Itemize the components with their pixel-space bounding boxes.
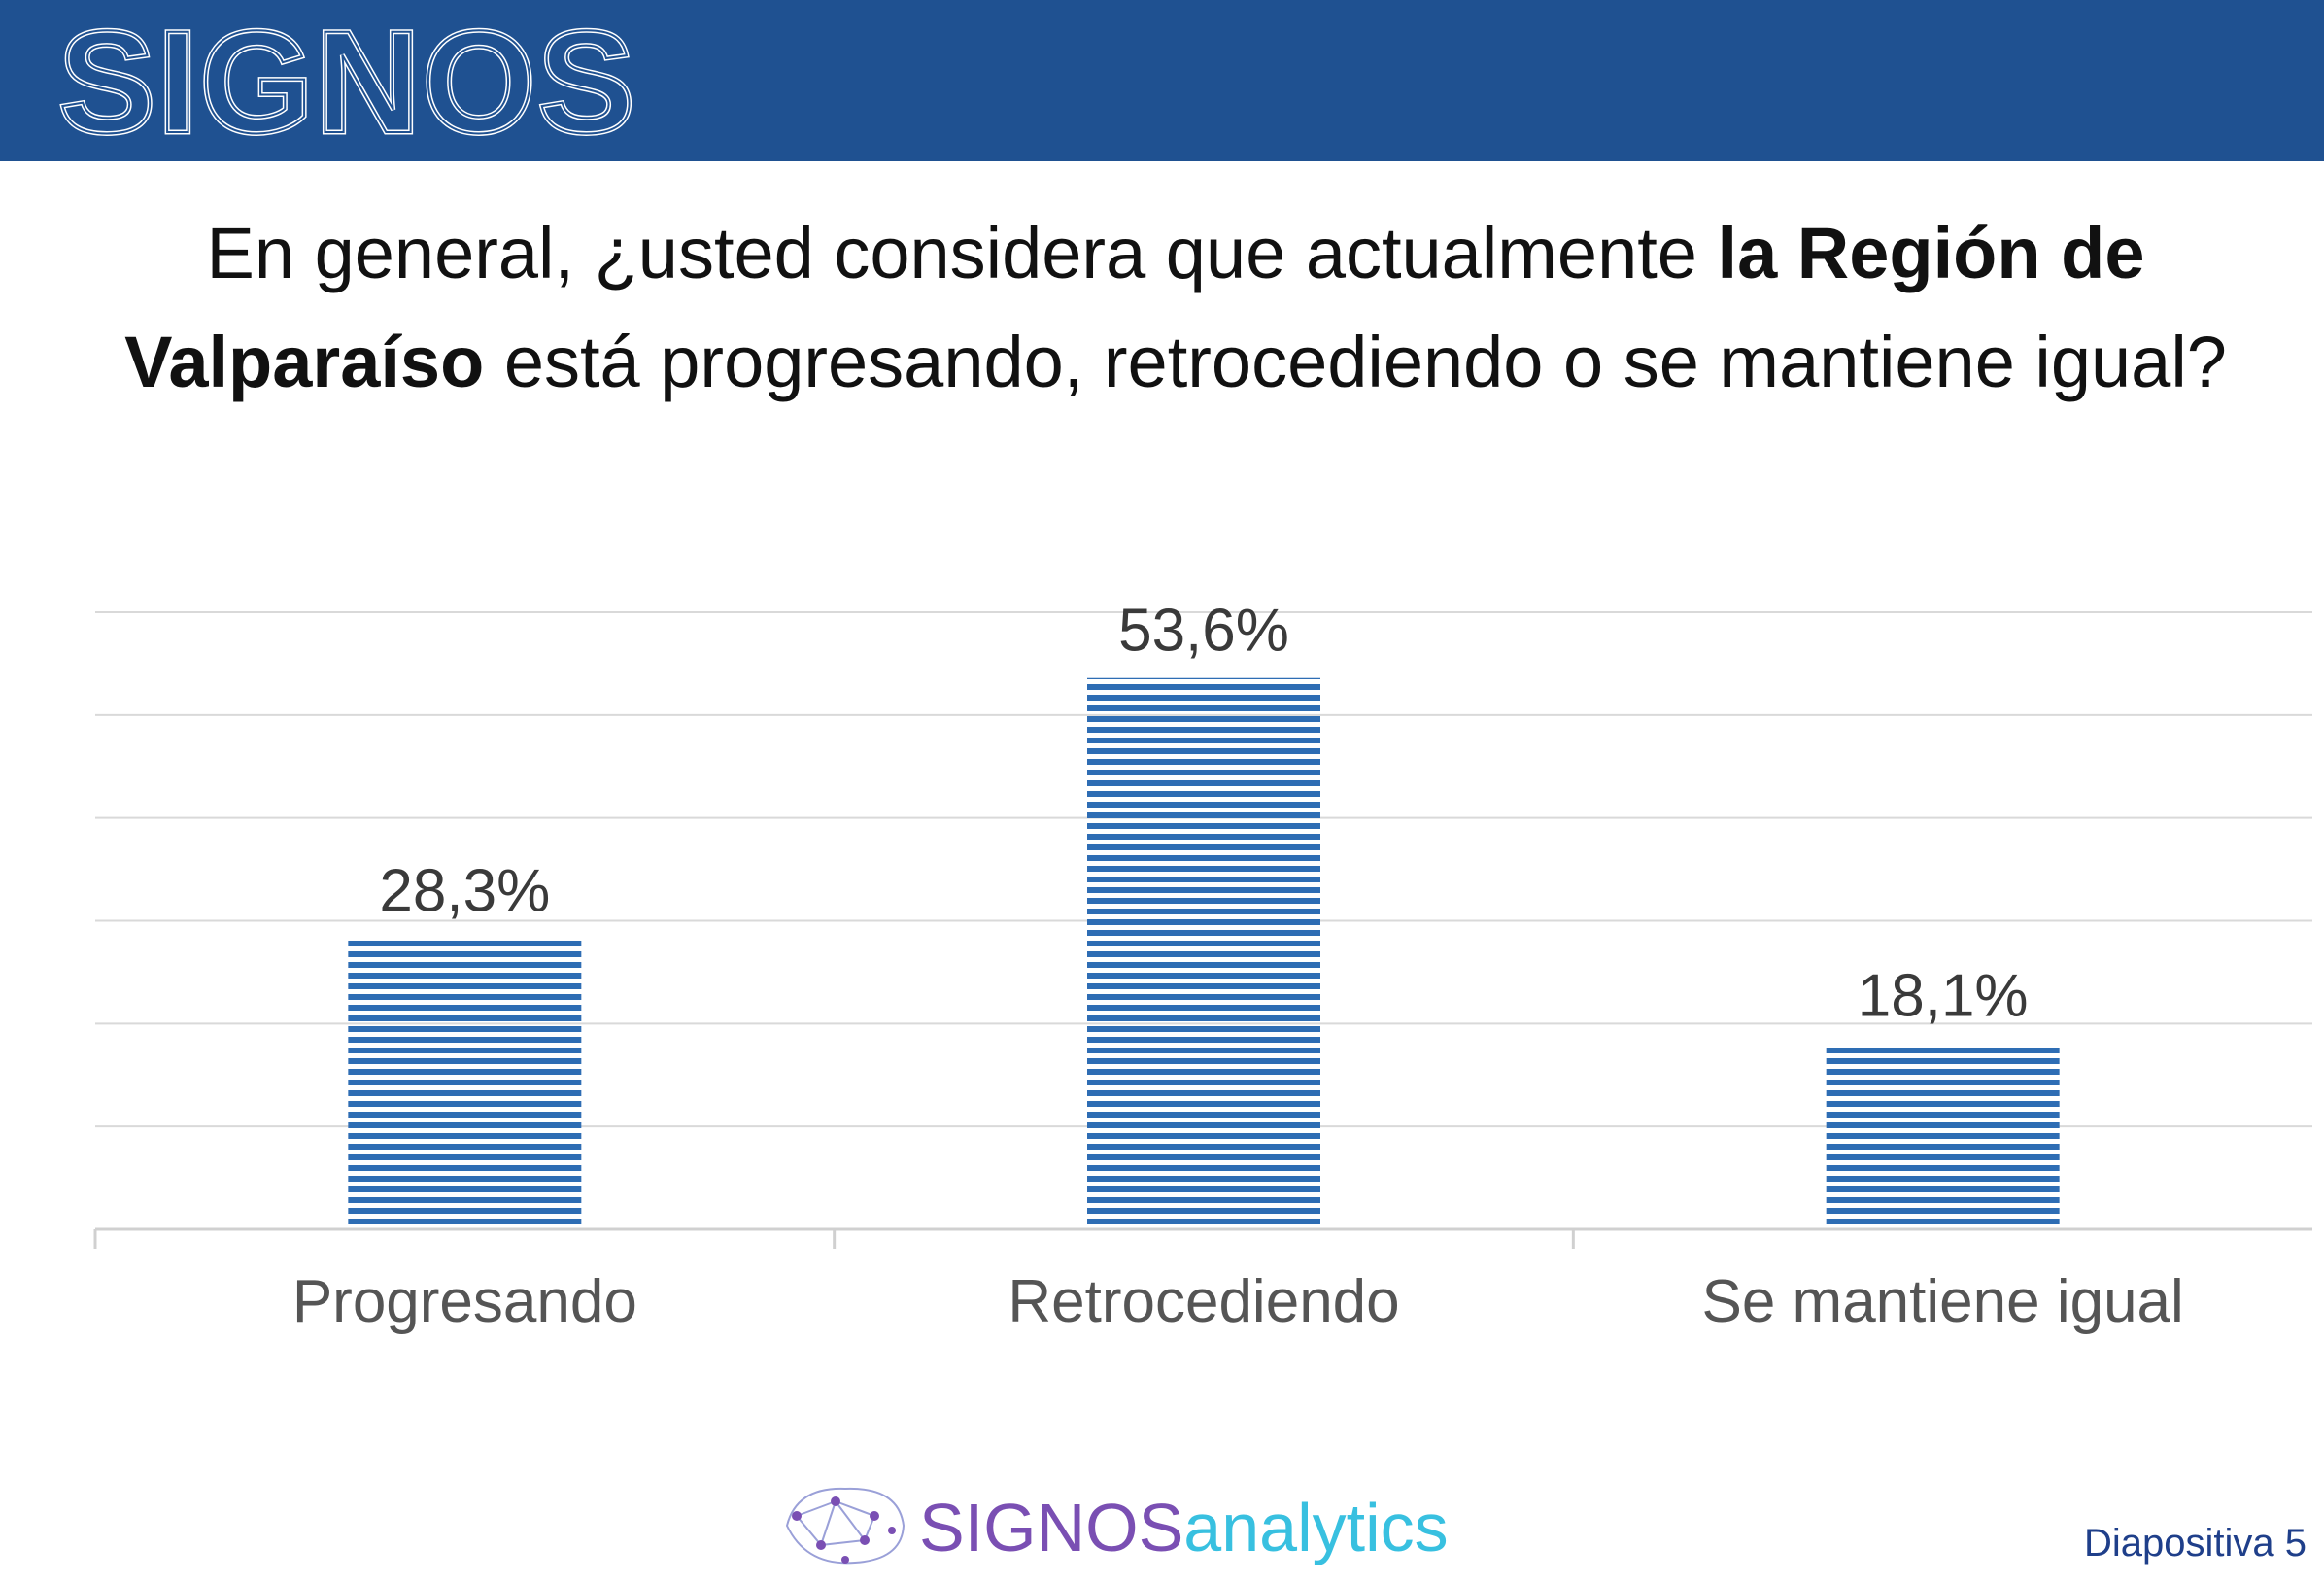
question-text-part2: está progresando, retrocediendo o se man… — [484, 322, 2227, 402]
question-text-bold: la Región de Valparaíso — [124, 213, 2145, 402]
x-axis-category-label: Progresando — [292, 1268, 637, 1335]
bar-value-label: 18,1% — [1858, 962, 2029, 1029]
logo-text-analytics: analytics — [1183, 1490, 1449, 1565]
logo-text-signos: SIGNOS — [919, 1490, 1184, 1565]
chart-x-axis: Progresando Retrocediendo Se mantiene igua… — [93, 1227, 2312, 1335]
question-text-part1: En general, ¿usted considera que actualm… — [206, 213, 1718, 293]
signos-brand-logo: SIGNOS SIGNOS — [56, 17, 637, 149]
bar-progresando — [348, 938, 582, 1229]
slide-number: Diapositiva 5 — [2083, 1522, 2307, 1565]
bar-chart: 28,3% 53,6% 18,1% Progresando Retrocediendo… — [93, 598, 2312, 1335]
svg-text:SIGNOS: SIGNOS — [58, 17, 636, 149]
bar-retrocediendo — [1087, 677, 1320, 1229]
chart-bars: 28,3% 53,6% 18,1% — [348, 598, 2060, 1229]
question-title: En general, ¿usted considera que actualm… — [58, 199, 2293, 417]
header-band: SIGNOS SIGNOS — [0, 0, 2324, 161]
bar-value-label: 53,6% — [1118, 598, 1289, 665]
neural-brain-icon — [785, 1487, 906, 1565]
x-axis-category-label: Retrocediendo — [1008, 1268, 1399, 1335]
signos-analytics-logo: SIGNOSanalytics — [919, 1489, 1449, 1566]
x-axis-category-label: Se mantiene igual — [1701, 1268, 2183, 1335]
bar-se-mantiene-igual — [1826, 1043, 2060, 1229]
bar-value-label: 28,3% — [379, 857, 550, 924]
svg-text:SIGNOS: SIGNOS — [58, 17, 636, 149]
